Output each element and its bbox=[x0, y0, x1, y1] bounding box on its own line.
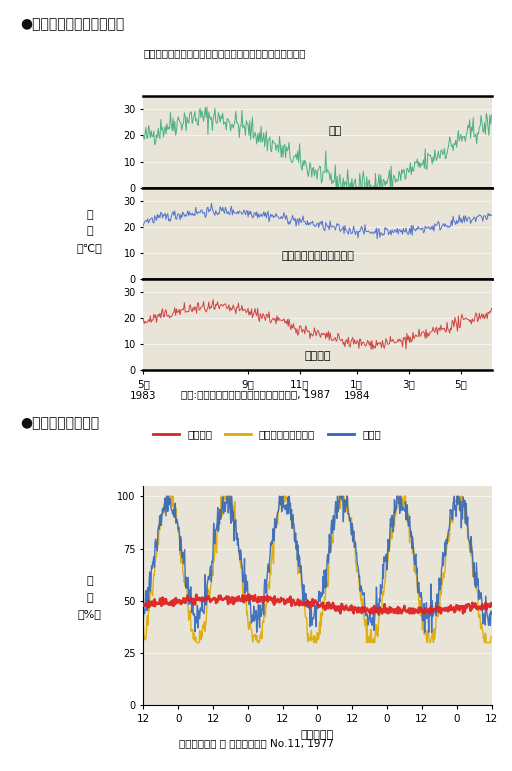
Text: 鉄筋コンクリート造住宅と木造住宅の一年間の気温の変化: 鉄筋コンクリート造住宅と木造住宅の一年間の気温の変化 bbox=[143, 48, 306, 58]
Text: 木造住宅: 木造住宅 bbox=[304, 352, 331, 362]
Text: ●外気温と室内温度の変化: ●外気温と室内温度の変化 bbox=[20, 17, 125, 31]
Text: 資料：則元京 他 木材研究資料 No.11, 1977: 資料：則元京 他 木材研究資料 No.11, 1977 bbox=[179, 738, 333, 748]
Text: 鉄筋コンクリート造住宅: 鉄筋コンクリート造住宅 bbox=[281, 251, 354, 261]
Text: 資料:山田正編「木質環境の科学」海青社, 1987: 資料:山田正編「木質環境の科学」海青社, 1987 bbox=[181, 389, 331, 399]
Legend: 合板内装, ビニールシート内装, 百葉箱: 合板内装, ビニールシート内装, 百葉箱 bbox=[148, 425, 385, 443]
Text: 温
度
（℃）: 温 度 （℃） bbox=[77, 210, 102, 253]
Text: 湿
度
（%）: 湿 度 （%） bbox=[78, 576, 101, 619]
X-axis label: 時刻（時）: 時刻（時） bbox=[301, 730, 334, 740]
Text: 外気: 外気 bbox=[328, 126, 342, 136]
Text: ●住宅内の湿度変化: ●住宅内の湿度変化 bbox=[20, 416, 100, 430]
